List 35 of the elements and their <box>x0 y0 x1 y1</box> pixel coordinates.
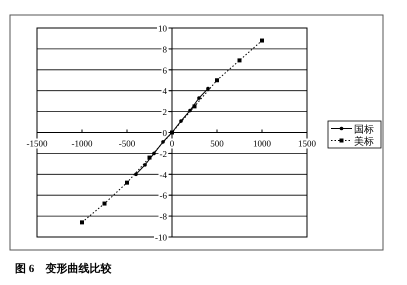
y-tick-label: -8 <box>160 212 168 222</box>
x-tick-label: 0 <box>170 138 175 148</box>
y-tick-label: -2 <box>160 148 167 159</box>
y-tick-label: -10 <box>155 232 168 242</box>
point <box>215 78 219 82</box>
point <box>179 119 183 123</box>
point <box>206 86 210 90</box>
x-tick-label: -1000 <box>72 138 93 148</box>
x-tick-label: 1500 <box>298 138 316 148</box>
legend-label: 国标 <box>354 124 374 136</box>
point <box>148 156 152 160</box>
point <box>125 180 129 185</box>
point <box>238 58 242 62</box>
y-tick-label: -6 <box>160 190 168 201</box>
x-tick-label: -1500 <box>26 138 48 148</box>
point <box>197 96 201 100</box>
legend-label: 美标 <box>354 136 374 148</box>
point <box>260 38 264 43</box>
y-tick-label: -4 <box>160 170 168 180</box>
point <box>192 104 196 108</box>
x-tick-label: 1000 <box>253 138 272 148</box>
x-tick-label: 500 <box>210 138 224 148</box>
y-tick-label: 4 <box>162 86 168 96</box>
y-tick-label: 0 <box>162 128 168 138</box>
caption: 图 6 变形曲线比较 <box>15 262 112 275</box>
y-tick-label: 2 <box>162 107 167 118</box>
point <box>102 202 106 206</box>
x-tick-label: -500 <box>118 138 136 148</box>
y-tick-label: 6 <box>162 65 168 76</box>
point <box>80 220 84 224</box>
point <box>161 140 165 144</box>
y-tick-label: 10 <box>158 24 168 34</box>
point <box>143 163 147 167</box>
point <box>152 152 156 156</box>
y-tick-label: 8 <box>162 44 168 54</box>
